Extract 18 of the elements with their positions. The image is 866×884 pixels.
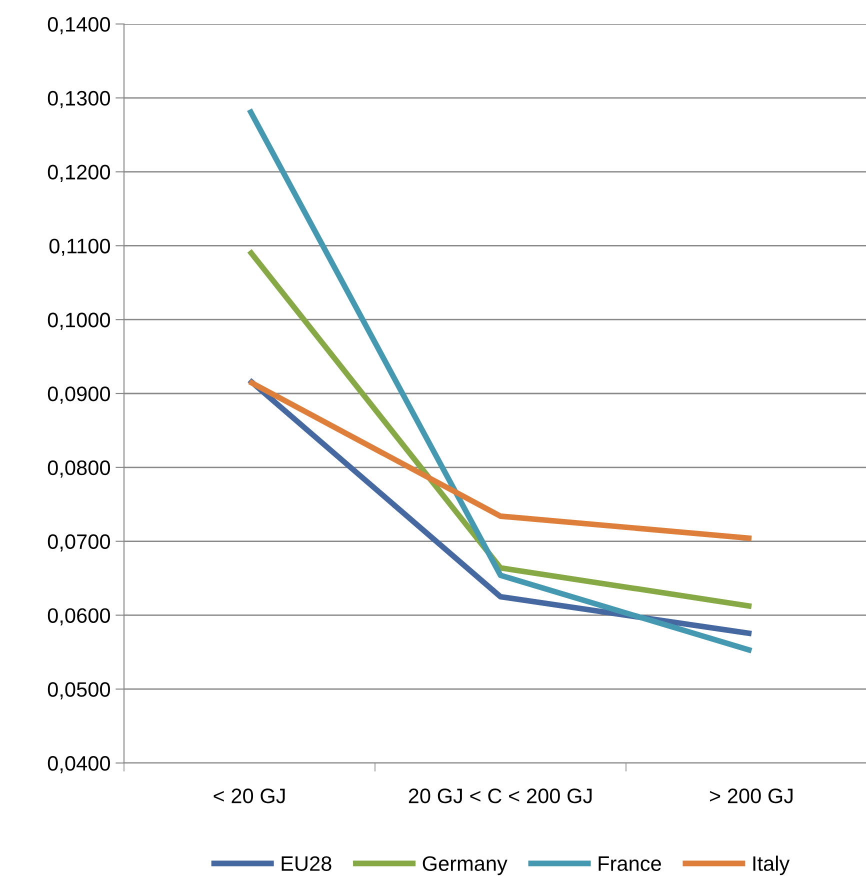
y-tick-label: 0,1300 [48,90,110,108]
y-tick-label: 0,0500 [48,682,110,700]
y-tick-label: 0,1000 [48,312,110,330]
y-tick-label: 0,0700 [48,534,110,552]
x-tick-label: > 200 GJ [710,788,793,804]
x-tick-label: < 20 GJ [214,788,285,804]
y-tick-label: 0,0400 [48,756,110,774]
y-tick-label: 0,0800 [48,460,110,478]
legend-label: France [598,856,661,871]
legend-label: Italy [753,856,790,876]
legend-label: EU28 [282,856,332,871]
y-tick-label: 0,1200 [48,164,110,182]
y-tick-label: 0,1400 [48,17,110,34]
legend-label: Germany [422,856,508,876]
y-tick-label: 0,0600 [48,608,110,626]
x-tick-label: 20 GJ < C < 200 GJ [408,788,592,804]
y-tick-label: 0,1100 [49,238,110,256]
y-tick-label: 0,0900 [48,386,110,404]
